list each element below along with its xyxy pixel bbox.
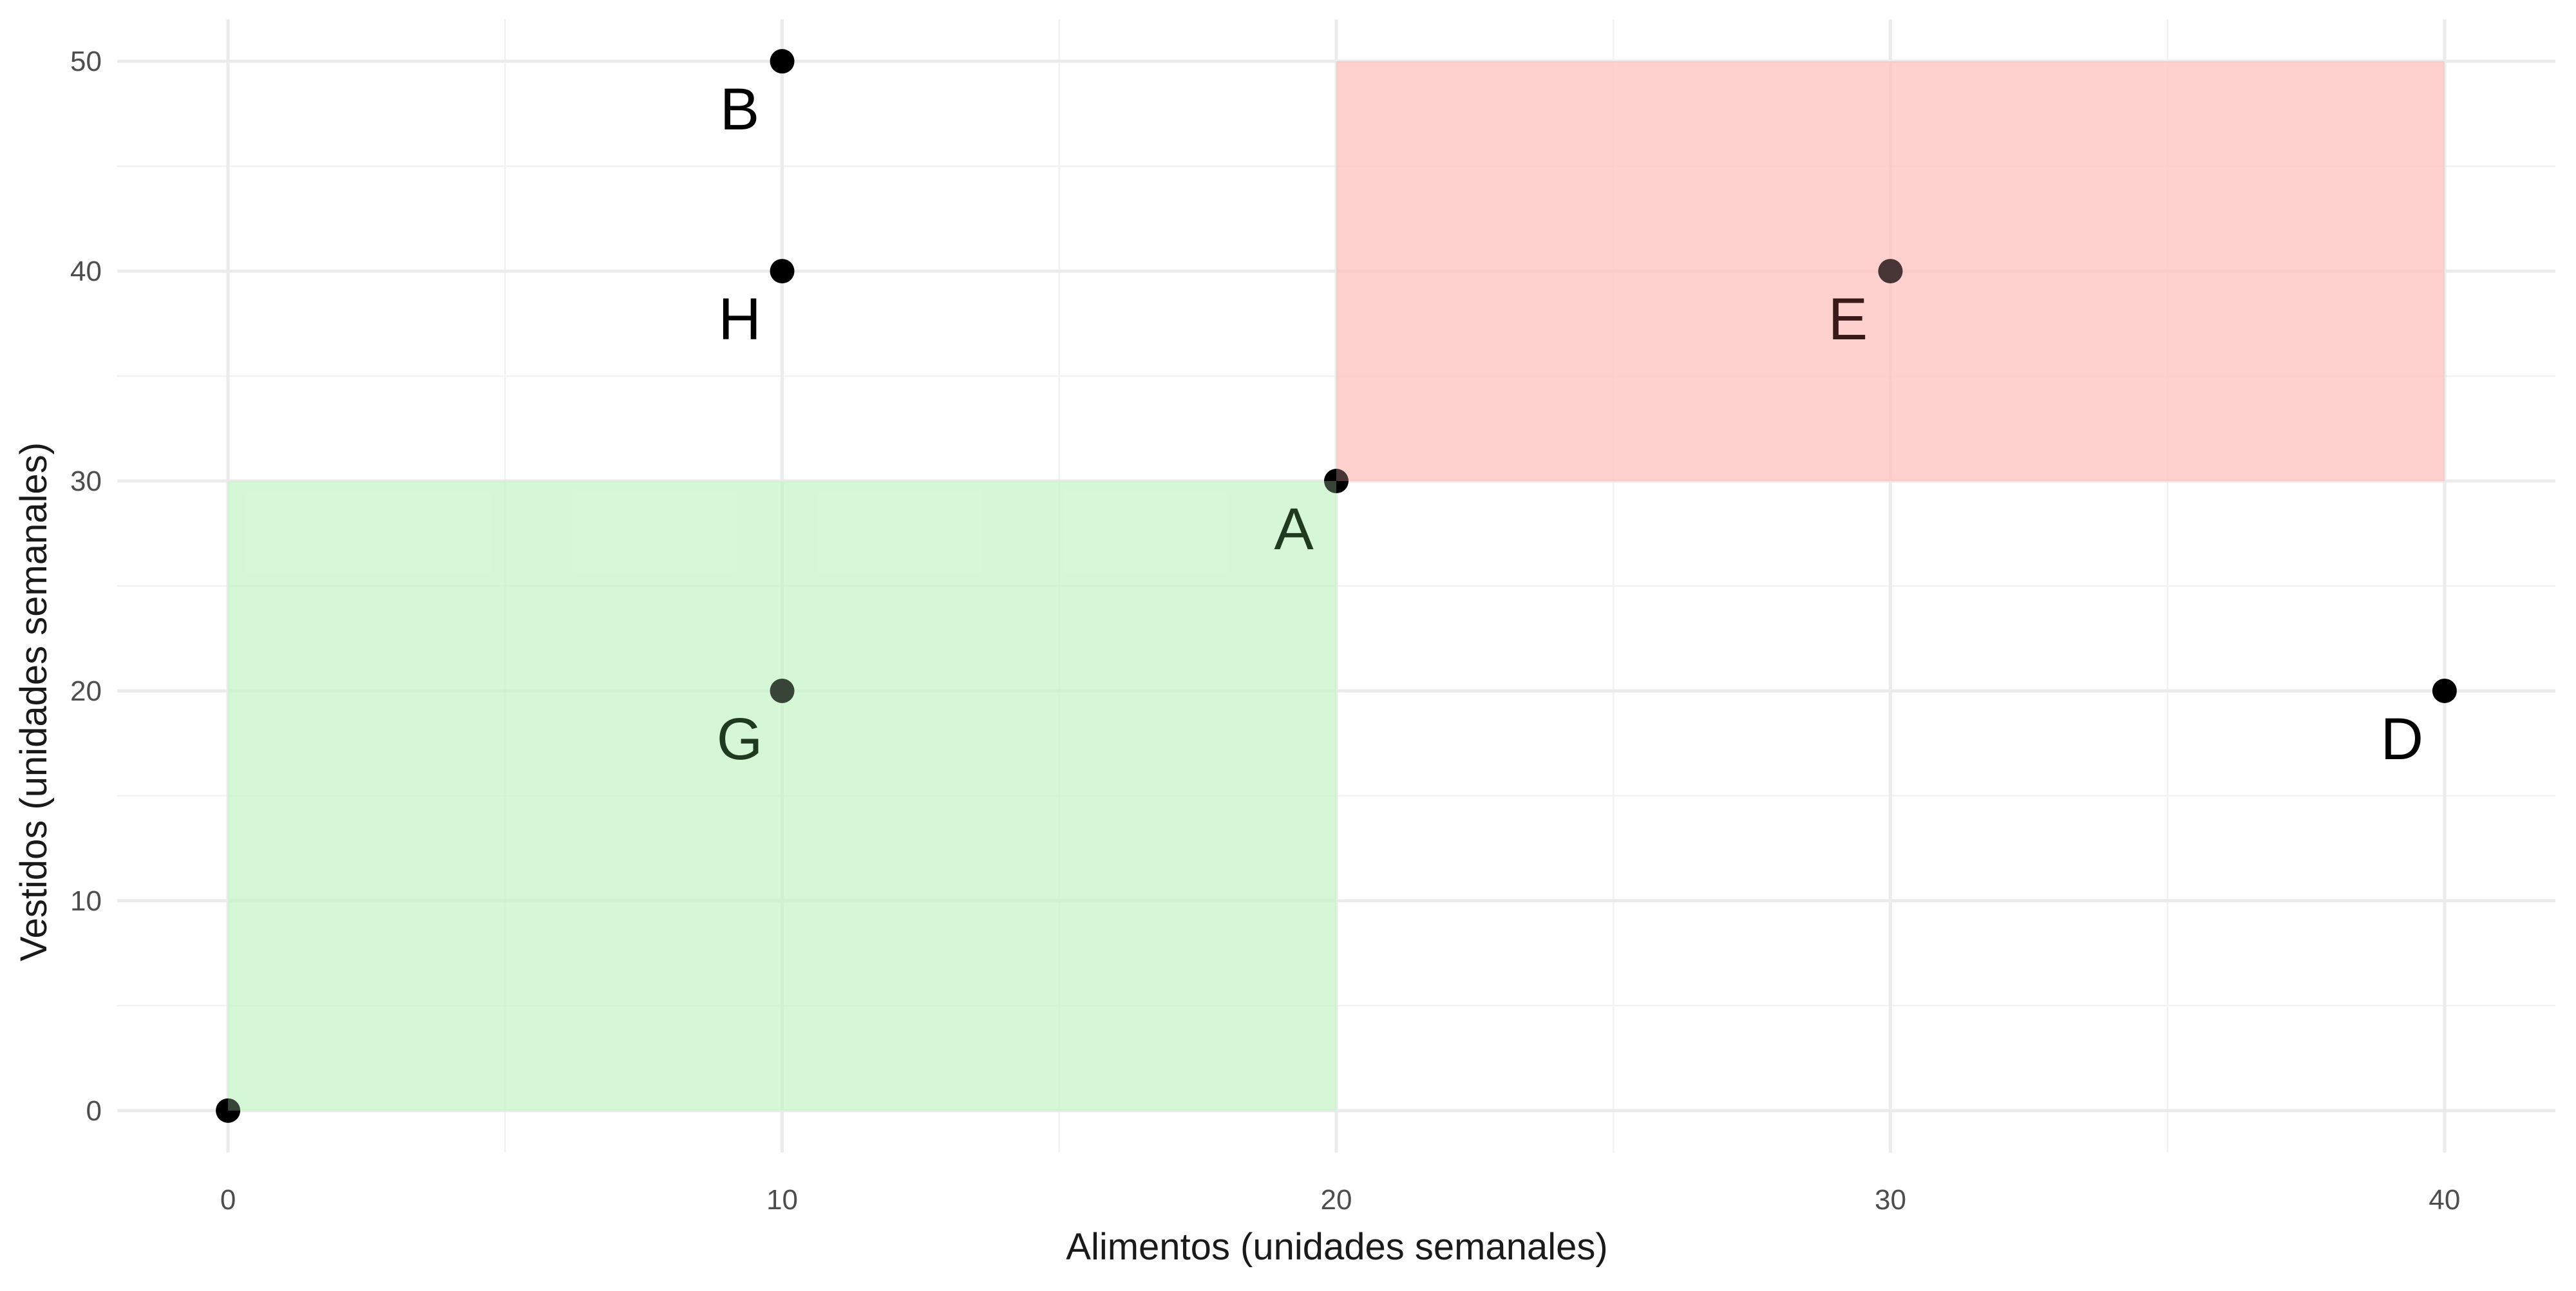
x-tick-label: 40 xyxy=(2429,1184,2460,1216)
tick-labels: 0 10 20 30 40 0 10 20 30 40 50 xyxy=(70,46,2460,1216)
point-label-a: A xyxy=(1274,496,1314,562)
point-label-d: D xyxy=(2381,706,2423,772)
data-points xyxy=(216,49,2457,1123)
point-label-g: G xyxy=(717,706,763,772)
data-point-b xyxy=(770,49,795,74)
data-point-h xyxy=(770,259,795,284)
y-tick-label: 20 xyxy=(70,675,102,707)
shaded-region-overlay-1 xyxy=(228,481,1336,1111)
point-label-b: B xyxy=(720,77,759,142)
y-tick-label: 30 xyxy=(70,466,102,497)
data-point-a xyxy=(1324,469,1349,494)
data-point-origin xyxy=(216,1098,241,1123)
y-tick-label: 40 xyxy=(70,256,102,287)
x-tick-label: 20 xyxy=(1321,1184,1352,1216)
shaded-region-1 xyxy=(228,481,1336,1111)
y-axis-title: Vestidos (unidades semanales) xyxy=(13,442,55,961)
x-axis-title: Alimentos (unidades semanales) xyxy=(1066,1226,1607,1268)
y-tick-label: 10 xyxy=(70,885,102,917)
x-tick-label: 10 xyxy=(766,1184,798,1216)
point-label-e: E xyxy=(1828,287,1868,352)
data-point-d xyxy=(2432,678,2457,703)
point-labels: A B D E G H xyxy=(717,77,2423,772)
y-tick-label: 0 xyxy=(86,1095,102,1127)
data-point-e xyxy=(1878,259,1903,284)
x-tick-label: 30 xyxy=(1875,1184,1906,1216)
data-point-g xyxy=(770,678,795,703)
x-tick-label: 0 xyxy=(220,1184,236,1216)
y-tick-label: 50 xyxy=(70,46,102,77)
shaded-region-overlay-2 xyxy=(1336,61,2445,482)
point-label-h: H xyxy=(718,287,761,352)
